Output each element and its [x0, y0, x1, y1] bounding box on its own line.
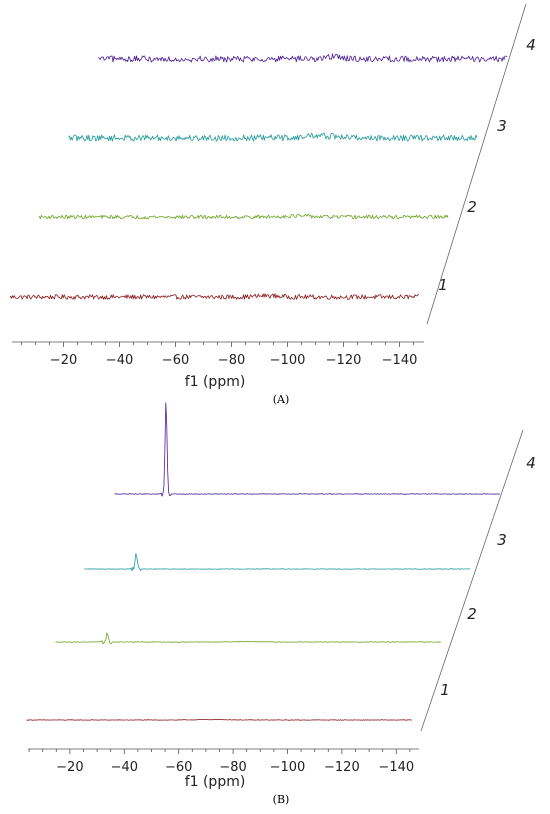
x-tick-label: −40 — [111, 760, 138, 775]
x-tick-label: −80 — [218, 353, 245, 368]
x-tick-label: −140 — [382, 353, 418, 368]
spectrum-label-2: 2 — [467, 605, 477, 623]
x-axis-title: f1 (ppm) — [185, 774, 246, 790]
spectrum-line-4 — [98, 53, 508, 63]
spectrum-line-4 — [114, 402, 501, 497]
spectrum-label-4: 4 — [526, 454, 536, 472]
x-tick-label: −60 — [165, 760, 192, 775]
spectrum-line-3 — [84, 553, 470, 572]
x-tick-label: −120 — [326, 353, 362, 368]
spectrum-label-1: 1 — [440, 681, 450, 699]
x-axis-title: f1 (ppm) — [185, 374, 246, 390]
panel-a: −20 −40 −60 −80 −100 −120 −140 f1 (ppm) (A) 1 2 3 4 — [9, 3, 536, 406]
x-tick-label: −100 — [270, 353, 306, 368]
spectrum-line-1 — [9, 293, 419, 300]
x-tick-label: −120 — [324, 760, 360, 775]
x-tick-label: −40 — [106, 353, 133, 368]
x-tick-label: −100 — [270, 760, 306, 775]
spectrum-line-3 — [68, 132, 478, 142]
spectrum-label-3: 3 — [497, 117, 507, 135]
x-tick-label: −20 — [56, 760, 83, 775]
stack-axis-line — [420, 429, 524, 732]
stack-axis-line — [426, 3, 527, 325]
x-tick-label: −80 — [219, 760, 246, 775]
spectrum-line-2 — [38, 213, 449, 220]
spectrum-line-1 — [26, 718, 413, 721]
spectrum-label-4: 4 — [526, 36, 536, 54]
spectrum-label-1: 1 — [438, 276, 448, 294]
spectrum-line-2 — [55, 632, 441, 645]
panel-label: (A) — [273, 393, 290, 406]
panel-b: −20 −40 −60 −80 −100 −120 −140 f1 (ppm) (B) 1 2 3 4 — [26, 402, 536, 806]
spectrum-label-2: 2 — [467, 198, 477, 216]
x-tick-label: −140 — [378, 760, 414, 775]
x-tick-label: −60 — [162, 353, 189, 368]
x-tick-label: −20 — [50, 353, 77, 368]
panel-label: (B) — [273, 793, 290, 806]
spectrum-label-3: 3 — [497, 531, 507, 549]
